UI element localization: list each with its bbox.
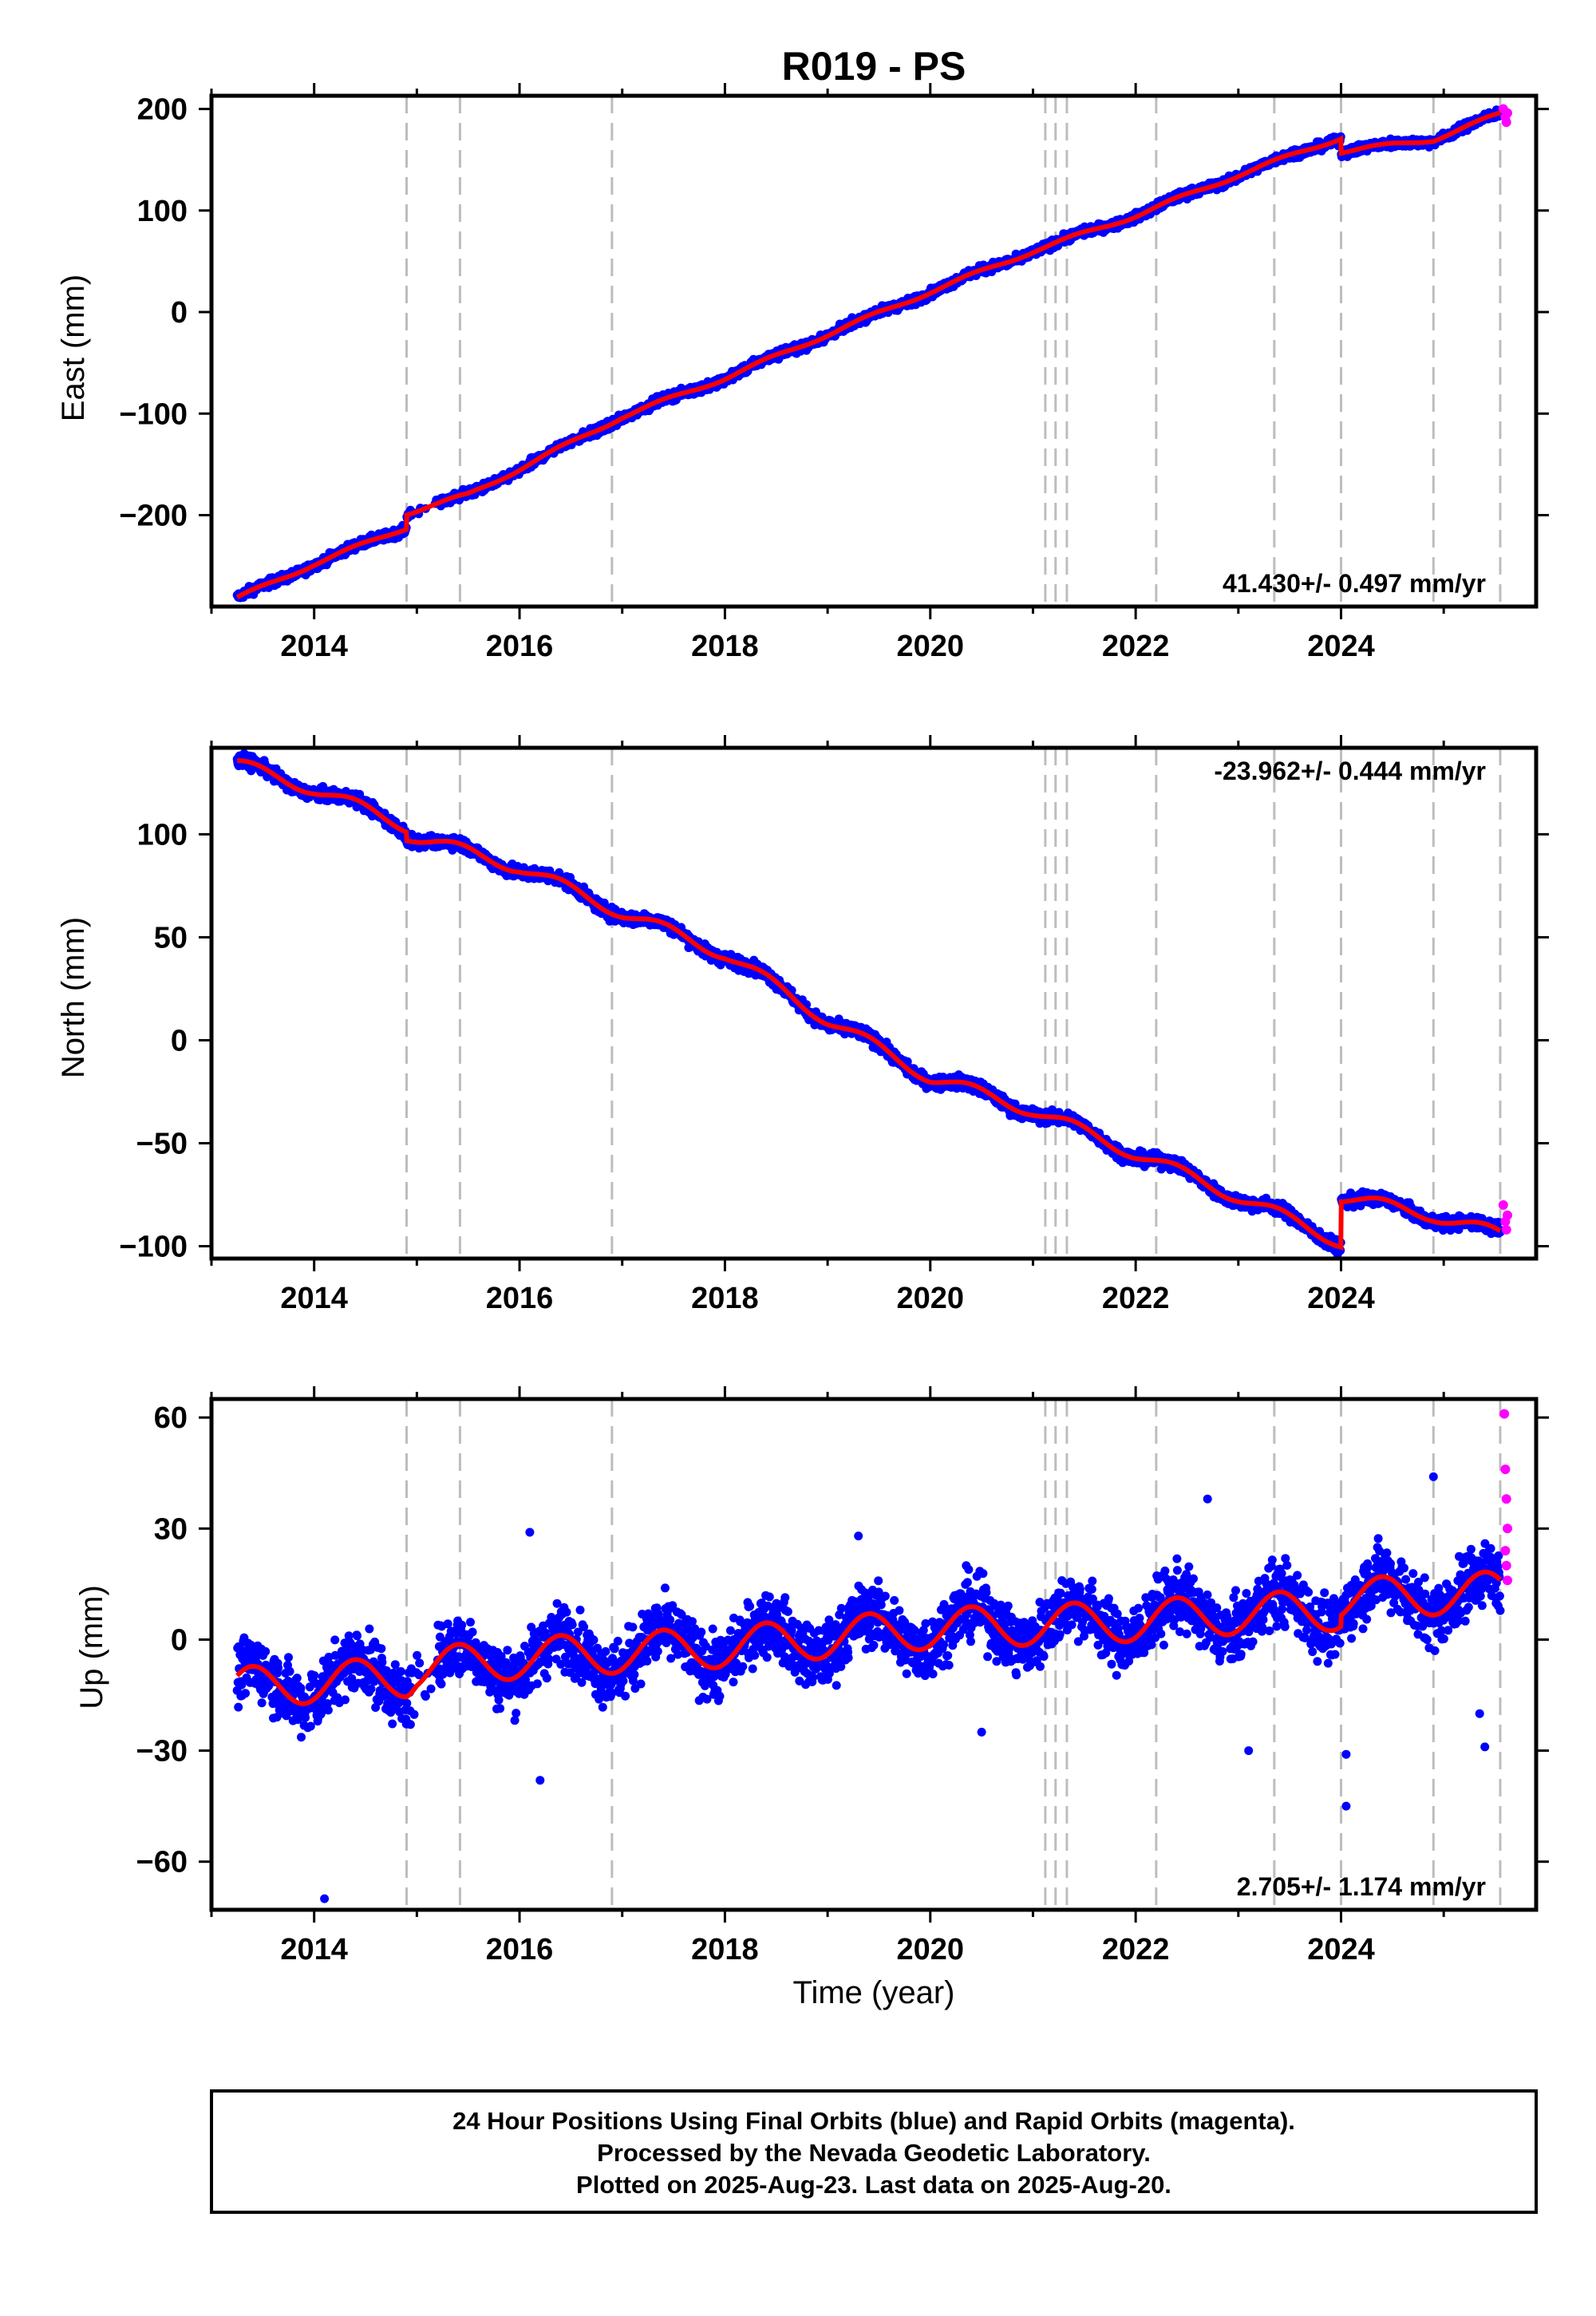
x-tick-label: 2024 [1307,630,1375,663]
y-tick-label: 100 [137,195,188,228]
y-tick-label: −200 [119,499,188,532]
east-axis-label: East (mm) [56,275,91,421]
east-rate-label: 41.430+/- 0.497 mm/yr [1223,569,1486,598]
y-tick-label: 200 [137,93,188,127]
north-panel: North (mm) 2014 2016 2018 2020 2022 2024−100−… [56,735,1549,1315]
east-model-fit-line [235,110,1501,599]
east-frame [209,93,1539,609]
figure-title: R019 - PS [782,44,966,89]
y-tick-label: −100 [119,397,188,431]
y-tick-label: 0 [171,296,188,330]
north-axis-label: North (mm) [56,917,91,1078]
x-tick-label: 2018 [691,630,759,663]
east-panel: East (mm) 2014 2016 2018 2020 2022 2024 −200 −1… [56,83,1549,663]
rapid-point [1503,108,1512,118]
east-final-points [232,105,1505,603]
rapid-point [1501,117,1511,128]
north-final-points [232,749,1505,1259]
x-tick-label: 2020 [897,630,965,663]
x-tick-label: 2014 [280,630,348,663]
x-tick-label: 2016 [486,630,554,663]
x-tick-label: 2022 [1102,630,1170,663]
